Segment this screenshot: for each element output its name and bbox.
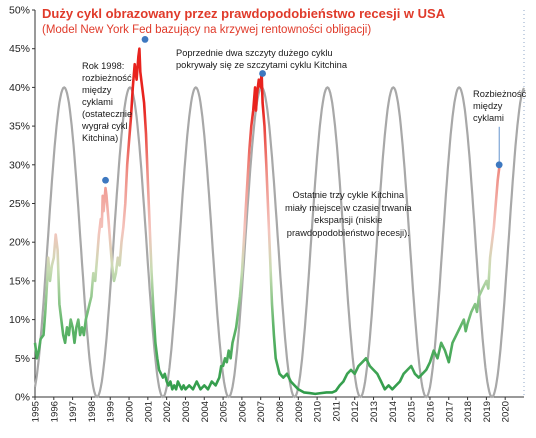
x-tick-label: 2003 (181, 401, 192, 422)
annotation-1998: Rok 1998: rozbieżność między cyklami (os… (82, 61, 133, 143)
x-tick-label: 2017 (444, 401, 455, 422)
x-tick-label: 2020 (501, 401, 512, 422)
recession-probability-layer (33, 47, 501, 396)
recession-probability-line (33, 47, 501, 396)
y-tick-label: 5% (15, 353, 30, 365)
y-tick-label: 10% (9, 314, 30, 326)
x-tick-label: 2009 (294, 401, 305, 422)
x-tick-label: 2014 (388, 400, 399, 422)
callout-marker (495, 161, 503, 169)
y-tick-labels: 0% 5% 10% 15% 20% 25% 30% 35% 40% 45% 50% (9, 5, 30, 404)
x-tick-labels: 1995 1996 1997 1998 1999 2000 2001 2002 2003 2004… (31, 400, 512, 422)
x-tick-label: 2005 (219, 401, 230, 422)
callout-marker (102, 176, 109, 184)
y-tick-label: 50% (9, 5, 30, 17)
chart-title: Duży cykl obrazowany przez prawdopodobie… (42, 6, 446, 21)
x-tick-label: 1996 (49, 401, 60, 422)
callout-layer (102, 36, 503, 184)
x-tick-label: 2010 (313, 401, 324, 422)
x-tick-label: 2013 (369, 401, 380, 422)
axes (32, 9, 525, 400)
y-tick-label: 15% (9, 275, 30, 287)
y-tick-label: 30% (9, 159, 30, 171)
x-tick-label: 2001 (143, 401, 154, 422)
x-tick-label: 2004 (200, 400, 211, 422)
chart-subtitle: (Model New York Fed bazujący na krzywej … (42, 24, 372, 36)
x-tick-label: 2006 (237, 401, 248, 422)
callout-marker (141, 36, 149, 43)
x-tick-label: 2012 (350, 401, 361, 422)
x-tick-label: 2008 (275, 401, 286, 422)
callout-marker (259, 70, 266, 77)
x-tick-label: 2019 (482, 401, 493, 422)
y-tick-label: 40% (9, 82, 30, 94)
annotation-divergence: Rozbieżność między cyklami (473, 89, 527, 123)
x-tick-label: 1997 (68, 401, 79, 422)
kitchin-cycle-line (33, 86, 525, 399)
x-tick-label: 1998 (87, 401, 98, 422)
annotation-previous-peaks: Poprzednie dwa szczyty dużego cyklu pokr… (176, 48, 348, 70)
x-tick-label: 2011 (331, 401, 342, 422)
x-tick-label: 2016 (425, 401, 436, 422)
y-tick-label: 45% (9, 43, 30, 55)
x-tick-label: 2018 (463, 401, 474, 422)
annotation-last-three-cycles: Ostatnie trzy cykle Kitchina miały miejs… (285, 190, 412, 238)
x-tick-label: 1999 (106, 401, 117, 422)
y-tick-label: 0% (15, 392, 30, 404)
y-tick-label: 35% (9, 121, 30, 133)
y-tick-label: 25% (9, 198, 30, 210)
x-tick-label: 2015 (407, 401, 418, 422)
kitchin-cycle-layer (33, 86, 525, 399)
x-tick-label: 2000 (125, 401, 136, 422)
y-tick-label: 20% (9, 237, 30, 249)
x-tick-label: 2002 (162, 401, 173, 422)
x-tick-label: 1995 (31, 401, 42, 422)
x-tick-label: 2007 (256, 401, 267, 422)
